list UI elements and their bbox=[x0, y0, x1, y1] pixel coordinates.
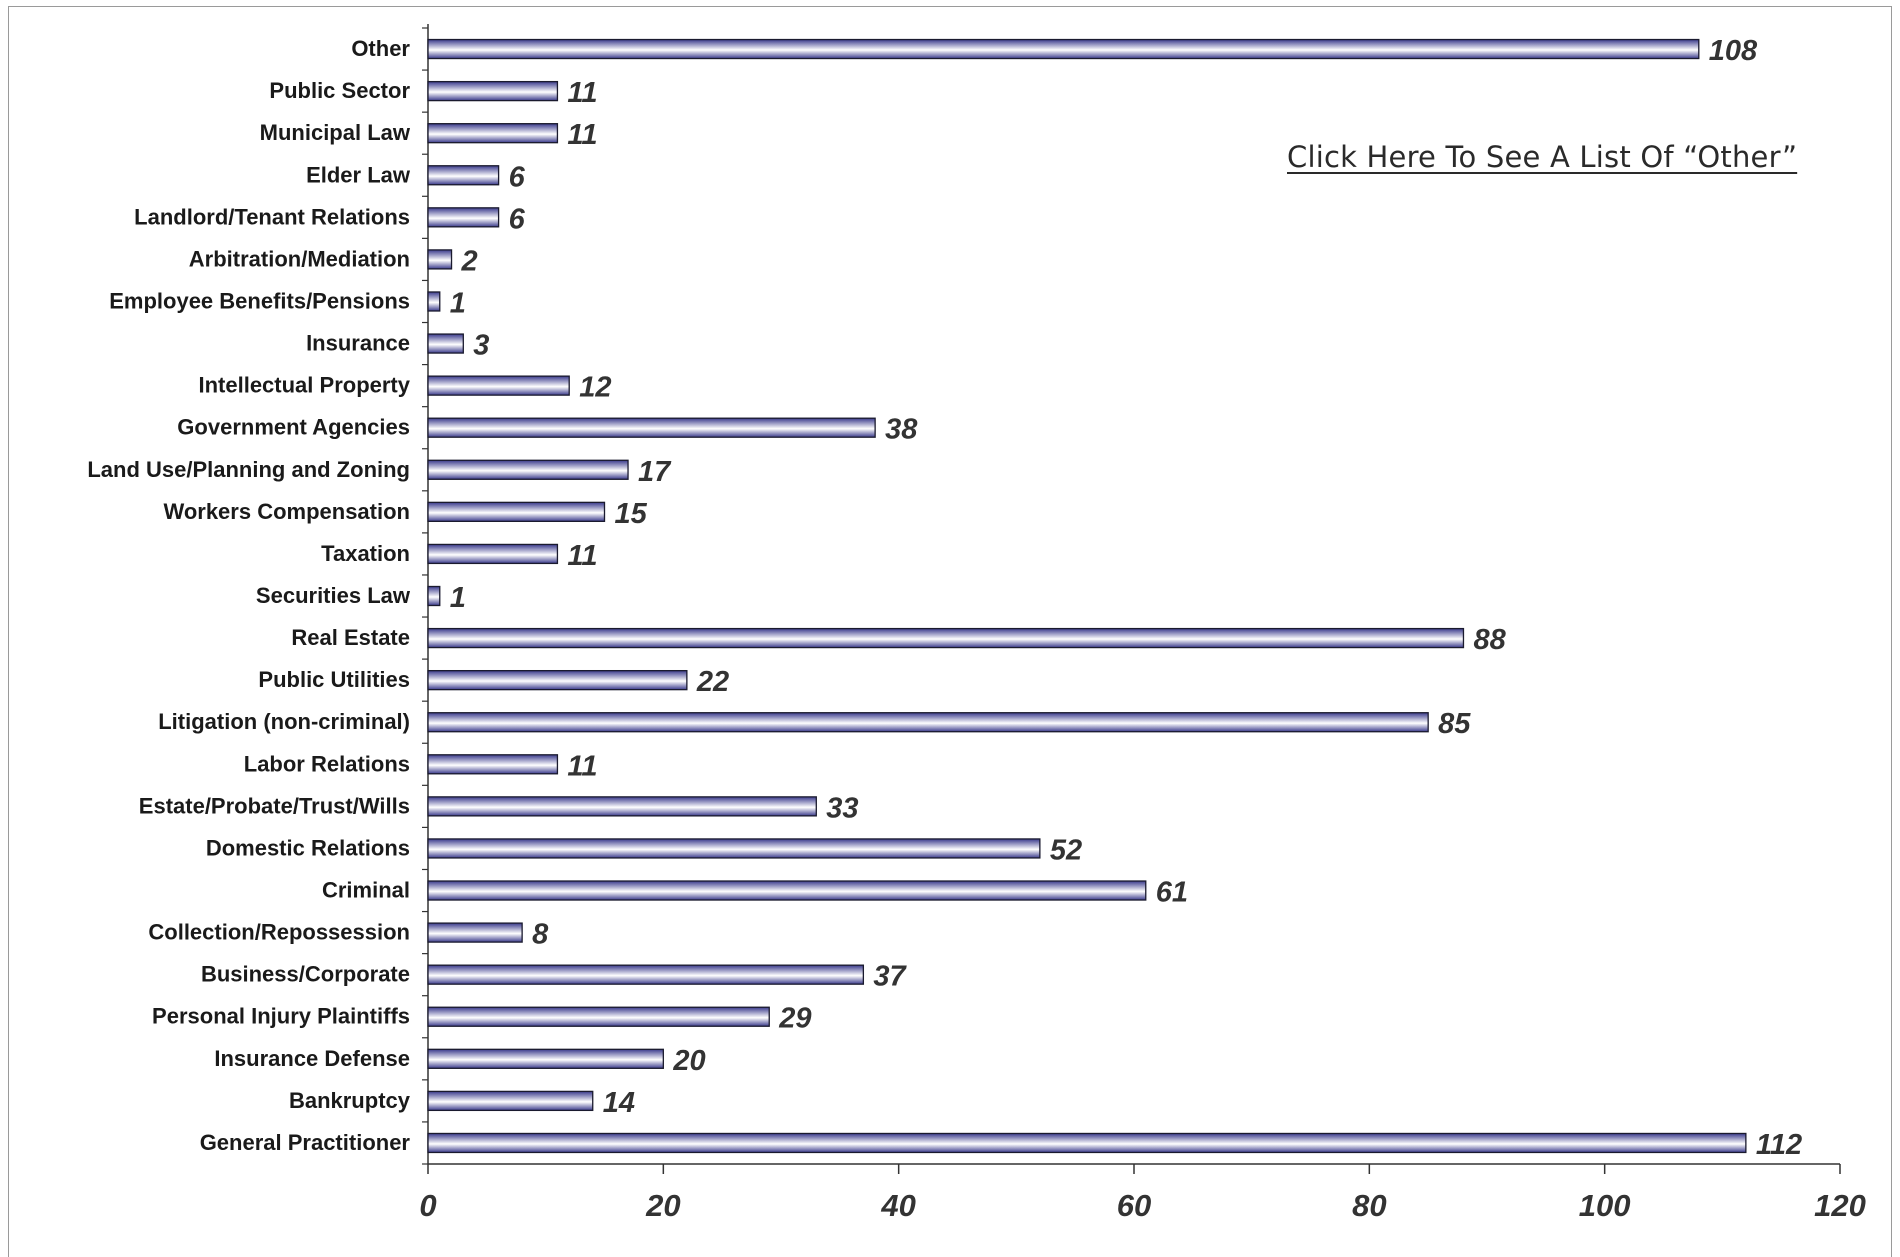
category-label: Domestic Relations bbox=[206, 835, 410, 860]
value-label: 108 bbox=[1709, 35, 1758, 67]
bar bbox=[427, 543, 559, 565]
category-label: Insurance Defense bbox=[214, 1046, 410, 1071]
category-label: Litigation (non-criminal) bbox=[158, 709, 410, 734]
category-label: Employee Benefits/Pensions bbox=[109, 288, 410, 313]
category-label: Criminal bbox=[322, 878, 410, 903]
value-label: 37 bbox=[873, 961, 907, 993]
category-label: Bankruptcy bbox=[289, 1088, 411, 1113]
bar bbox=[427, 796, 817, 817]
value-label: 15 bbox=[615, 498, 648, 530]
category-label: Collection/Repossession bbox=[148, 920, 410, 945]
bar bbox=[427, 459, 629, 480]
other-list-link[interactable]: Click Here To See A List Of “Other” bbox=[1287, 140, 1798, 174]
bar bbox=[427, 1090, 594, 1112]
value-label: 29 bbox=[778, 1003, 811, 1035]
bar bbox=[427, 838, 1041, 859]
value-label: 33 bbox=[826, 792, 858, 824]
category-label: Arbitration/Mediation bbox=[189, 246, 410, 271]
category-label: Labor Relations bbox=[244, 751, 410, 776]
value-label: 6 bbox=[509, 203, 526, 235]
bar bbox=[427, 501, 606, 523]
bar bbox=[427, 585, 441, 607]
bar bbox=[427, 964, 865, 985]
bar bbox=[427, 249, 453, 270]
value-label: 3 bbox=[473, 330, 489, 362]
bar bbox=[427, 375, 570, 396]
bar bbox=[427, 333, 464, 354]
x-tick-label: 100 bbox=[1579, 1188, 1631, 1223]
value-label: 11 bbox=[567, 540, 597, 572]
category-label: Personal Injury Plaintiffs bbox=[152, 1004, 410, 1029]
x-tick-label: 120 bbox=[1814, 1188, 1866, 1223]
category-label: Landlord/Tenant Relations bbox=[134, 204, 410, 229]
category-label: Workers Compensation bbox=[163, 499, 410, 524]
category-label: Insurance bbox=[306, 331, 410, 356]
value-label: 61 bbox=[1156, 877, 1188, 909]
bar bbox=[427, 123, 559, 144]
bar bbox=[427, 165, 500, 186]
value-label: 17 bbox=[638, 456, 672, 488]
category-label: Elder Law bbox=[306, 162, 411, 187]
value-label: 8 bbox=[532, 919, 549, 951]
x-tick-label: 60 bbox=[1117, 1188, 1151, 1223]
value-label: 22 bbox=[696, 666, 729, 698]
value-label: 1 bbox=[450, 582, 466, 614]
bar bbox=[427, 417, 876, 438]
category-label: Real Estate bbox=[291, 625, 410, 650]
value-label: 88 bbox=[1473, 624, 1506, 656]
bar bbox=[427, 754, 559, 775]
category-label: Estate/Probate/Trust/Wills bbox=[139, 793, 410, 818]
category-label: Business/Corporate bbox=[201, 962, 410, 987]
chart-frame bbox=[8, 6, 1892, 1257]
value-label: 11 bbox=[567, 750, 597, 782]
category-label: Securities Law bbox=[256, 583, 411, 608]
value-label: 11 bbox=[567, 119, 597, 151]
category-label: Land Use/Planning and Zoning bbox=[87, 457, 410, 482]
value-label: 85 bbox=[1438, 708, 1471, 740]
category-label: Taxation bbox=[321, 541, 410, 566]
value-label: 38 bbox=[885, 414, 918, 446]
bar bbox=[427, 712, 1429, 733]
bar bbox=[427, 291, 441, 312]
category-label: Intellectual Property bbox=[198, 373, 410, 398]
value-label: 2 bbox=[461, 245, 478, 277]
x-tick-label: 0 bbox=[419, 1188, 436, 1223]
category-label: Government Agencies bbox=[177, 415, 410, 440]
x-tick-label: 40 bbox=[880, 1188, 915, 1223]
value-label: 14 bbox=[603, 1087, 635, 1119]
category-label: Other bbox=[351, 36, 410, 61]
value-label: 11 bbox=[567, 77, 597, 109]
bar bbox=[427, 1006, 770, 1027]
category-label: Municipal Law bbox=[260, 120, 411, 145]
value-label: 52 bbox=[1050, 834, 1082, 866]
bar bbox=[427, 627, 1465, 649]
value-label: 12 bbox=[579, 372, 611, 404]
value-label: 112 bbox=[1756, 1129, 1802, 1161]
x-tick-label: 20 bbox=[645, 1188, 680, 1223]
bar bbox=[427, 207, 500, 228]
bar bbox=[427, 1132, 1747, 1154]
value-label: 6 bbox=[509, 161, 526, 193]
bar bbox=[427, 922, 523, 943]
bar bbox=[427, 38, 1700, 60]
bar-layer bbox=[427, 38, 1747, 1154]
bar bbox=[427, 80, 559, 102]
bar bbox=[427, 1048, 664, 1069]
value-label: 1 bbox=[450, 287, 466, 319]
bar bbox=[427, 669, 688, 691]
category-label: General Practitioner bbox=[200, 1130, 411, 1155]
value-label: 20 bbox=[672, 1045, 705, 1077]
bar bbox=[427, 880, 1147, 901]
category-label: Public Sector bbox=[269, 78, 410, 103]
axis-layer bbox=[422, 24, 1841, 1174]
category-label: Public Utilities bbox=[258, 667, 410, 692]
x-tick-label: 80 bbox=[1352, 1188, 1386, 1223]
